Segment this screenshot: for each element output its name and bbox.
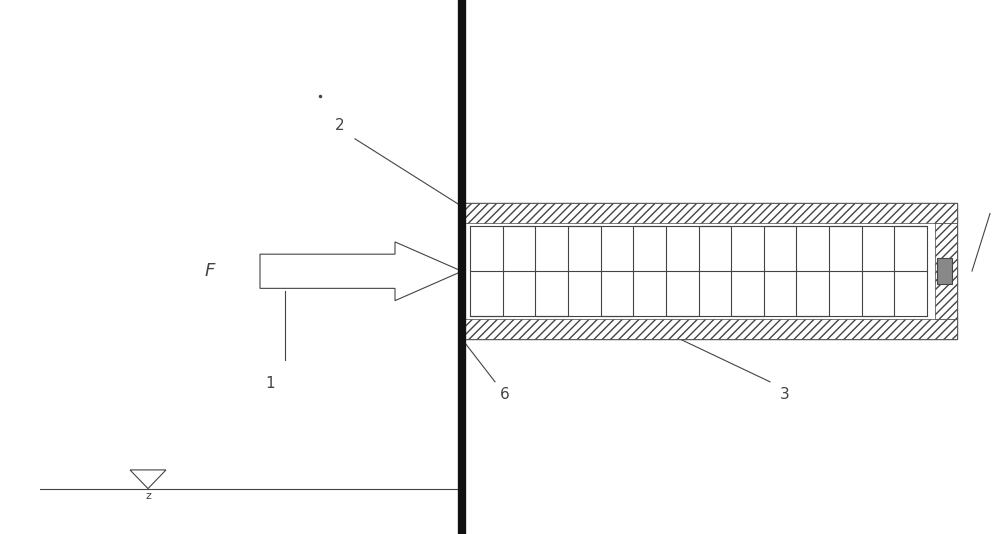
Text: 3: 3	[780, 387, 790, 402]
Text: F: F	[205, 262, 215, 280]
Text: 2: 2	[335, 119, 345, 134]
Text: z: z	[145, 491, 151, 501]
Bar	[462, 319, 957, 339]
Text: 1: 1	[265, 376, 275, 391]
Bar	[462, 203, 957, 223]
Bar	[935, 223, 957, 319]
Bar	[937, 258, 952, 284]
Bar	[462, 203, 957, 339]
Text: 6: 6	[500, 387, 510, 402]
